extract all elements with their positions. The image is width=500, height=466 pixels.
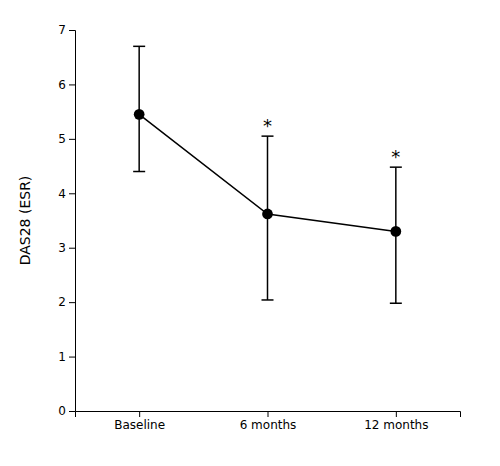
- y-tick-mark: [69, 248, 75, 249]
- error-bar: [390, 167, 402, 303]
- y-tick-label: 1: [58, 350, 66, 364]
- y-tick-mark: [69, 357, 75, 358]
- y-tick: 5: [58, 132, 75, 146]
- annotations: **: [263, 115, 400, 167]
- error-bar-cap-upper: [133, 46, 145, 48]
- x-tick-mark: [139, 411, 140, 417]
- x-tick-mark: [268, 411, 269, 417]
- y-tick-label: 0: [58, 404, 66, 418]
- y-tick-mark: [69, 139, 75, 140]
- annotation: *: [263, 115, 272, 136]
- annotation: *: [391, 146, 400, 167]
- y-tick: 3: [58, 241, 75, 255]
- y-tick-label: 4: [58, 187, 66, 201]
- error-bar-cap-lower: [262, 299, 274, 301]
- error-bar-stem: [138, 46, 140, 171]
- y-axis-line: [69, 31, 76, 412]
- marker: [390, 226, 401, 237]
- x-axis-line: [76, 412, 461, 418]
- x-tick-mark: [396, 411, 397, 417]
- y-tick-mark: [69, 30, 75, 31]
- error-bar: [262, 136, 274, 300]
- marker: [262, 209, 273, 220]
- y-tick: 4: [58, 187, 75, 201]
- error-bar: [133, 46, 145, 171]
- x-tick-label: Baseline: [114, 418, 165, 432]
- y-tick-label: 2: [58, 295, 66, 309]
- x-tick-label: 12 months: [364, 418, 428, 432]
- y-tick-label: 5: [58, 132, 66, 146]
- marks: [133, 46, 402, 303]
- x-tick-label: 6 months: [240, 418, 297, 432]
- x-axis: Baseline 6 months 12 months: [76, 411, 461, 432]
- y-tick: 0: [58, 404, 75, 418]
- y-tick-mark: [69, 302, 75, 303]
- x-tick: 6 months: [240, 411, 297, 432]
- y-tick: 1: [58, 350, 75, 364]
- error-bar-cap-lower: [390, 302, 402, 304]
- marker: [134, 109, 145, 120]
- y-tick-mark: [69, 84, 75, 85]
- y-axis-title: DAS28 (ESR): [17, 176, 33, 266]
- error-bar-cap-lower: [133, 171, 145, 173]
- y-tick: 6: [58, 78, 75, 92]
- y-tick-label: 7: [58, 23, 66, 37]
- x-tick: 12 months: [364, 411, 428, 432]
- x-tick: Baseline: [114, 411, 165, 432]
- y-tick-mark: [69, 411, 75, 412]
- y-tick: 7: [58, 23, 75, 37]
- plot-area: 01234567Baseline6 months12 months**: [58, 23, 460, 431]
- y-tick-label: 6: [58, 78, 66, 92]
- chart: 01234567Baseline6 months12 months**DAS28…: [0, 0, 500, 466]
- y-axis: 0 1 2 3 4 5 6 7: [58, 23, 75, 418]
- y-tick-label: 3: [58, 241, 66, 255]
- y-tick: 2: [58, 295, 75, 309]
- y-tick-mark: [69, 193, 75, 194]
